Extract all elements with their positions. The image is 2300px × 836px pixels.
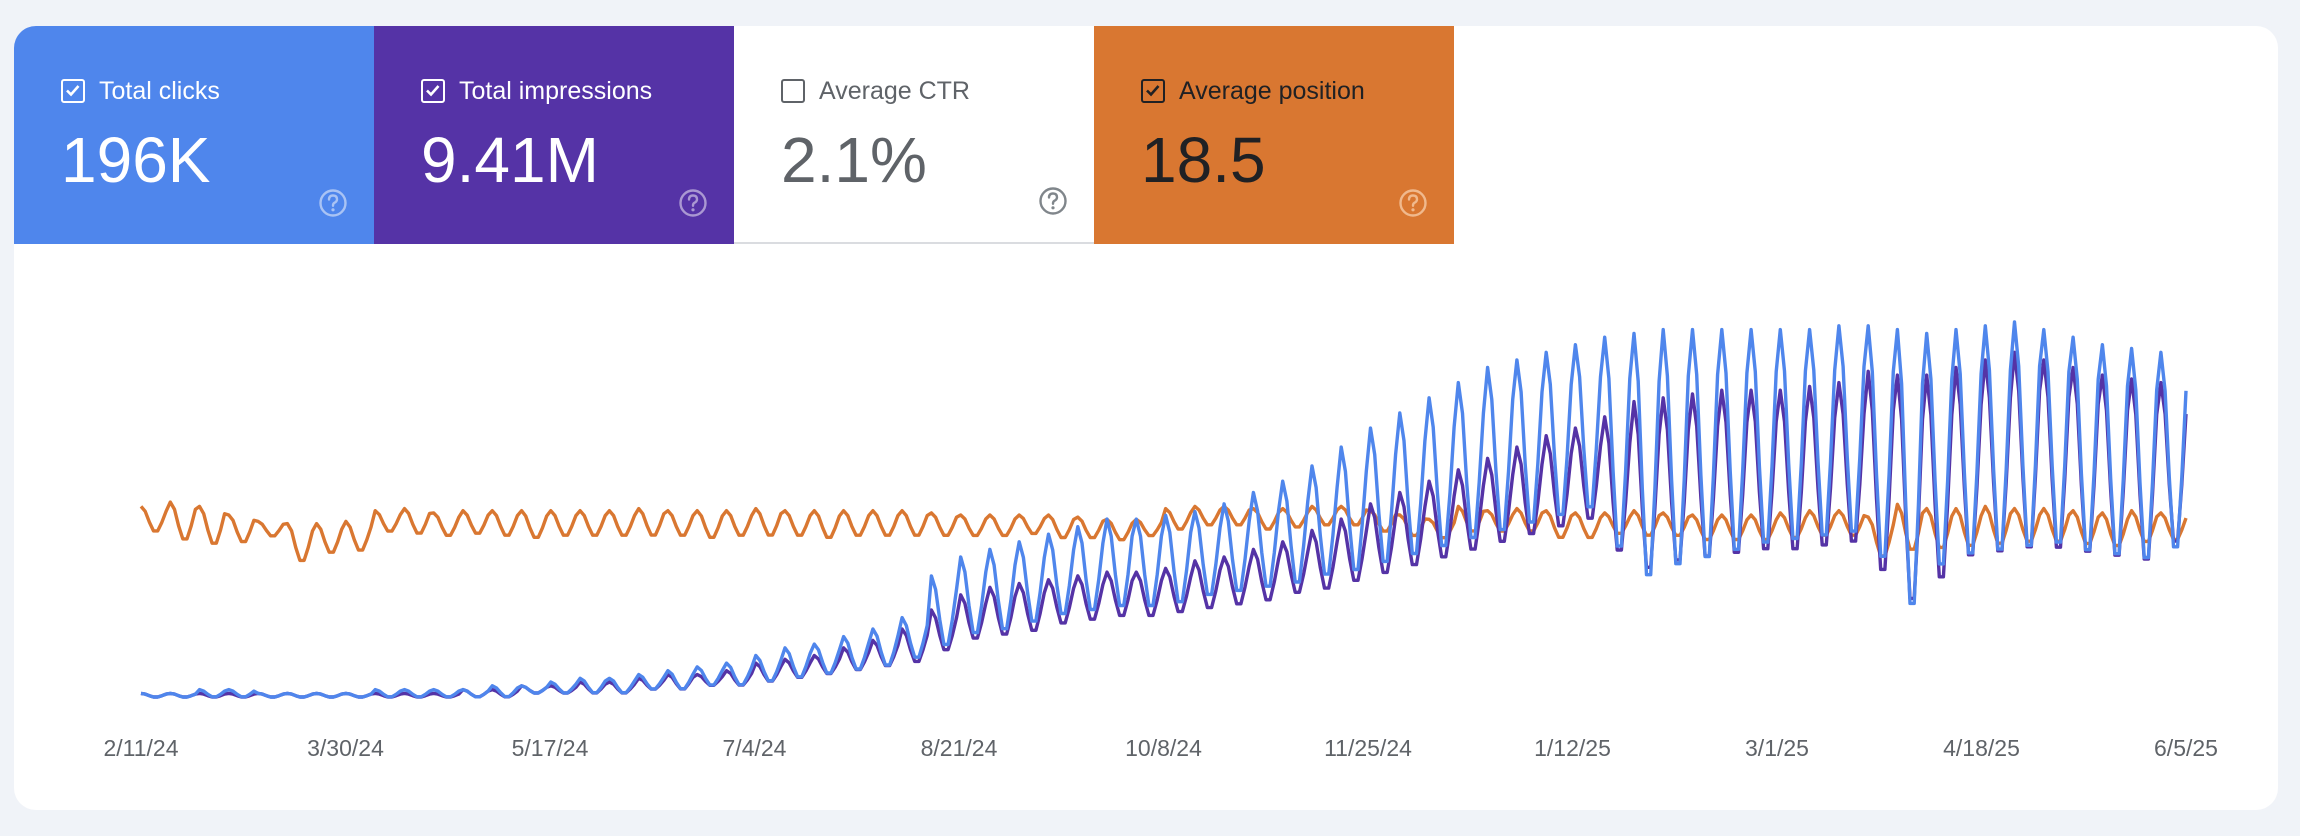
checkbox-icon[interactable] bbox=[421, 79, 445, 103]
metric-label: Average CTR bbox=[819, 77, 970, 105]
x-tick-label: 2/11/24 bbox=[103, 735, 178, 761]
metric-tile-total-impressions[interactable]: Total impressions 9.41M bbox=[374, 26, 734, 244]
x-tick-label: 10/8/24 bbox=[1125, 735, 1202, 761]
performance-card: Total clicks 196K Total impressions 9.41… bbox=[14, 26, 2278, 810]
help-circle-icon[interactable] bbox=[1038, 186, 1068, 216]
metric-label: Total clicks bbox=[99, 77, 220, 105]
series-line-average-position bbox=[139, 500, 2188, 563]
x-tick-label: 11/25/24 bbox=[1324, 735, 1412, 761]
metric-value: 9.41M bbox=[421, 124, 599, 196]
series-line-total-clicks bbox=[140, 320, 2188, 699]
metric-label: Average position bbox=[1179, 77, 1365, 105]
x-tick-label: 7/4/24 bbox=[723, 735, 787, 761]
checkbox-icon[interactable] bbox=[781, 79, 805, 103]
metric-tile-total-clicks[interactable]: Total clicks 196K bbox=[14, 26, 374, 244]
x-tick-label: 8/21/24 bbox=[921, 735, 998, 761]
x-tick-label: 5/17/24 bbox=[512, 735, 589, 761]
x-tick-label: 6/5/25 bbox=[2154, 735, 2218, 761]
metric-value: 196K bbox=[61, 124, 211, 196]
metric-value: 18.5 bbox=[1141, 124, 1266, 196]
metric-label: Total impressions bbox=[459, 77, 653, 105]
metric-value: 2.1% bbox=[781, 124, 927, 196]
checkbox-icon[interactable] bbox=[1141, 79, 1165, 103]
x-tick-label: 3/30/24 bbox=[307, 735, 384, 761]
help-circle-icon[interactable] bbox=[1398, 188, 1428, 218]
performance-line-chart: 2/11/24 3/30/24 5/17/24 7/4/24 8/21/24 10/8/2… bbox=[103, 320, 2218, 761]
x-tick-label: 1/12/25 bbox=[1534, 735, 1611, 761]
checkbox-icon[interactable] bbox=[61, 79, 85, 103]
metric-tile-average-position[interactable]: Average position 18.5 bbox=[1094, 26, 1454, 244]
metric-tile-average-ctr[interactable]: Average CTR 2.1% bbox=[734, 26, 1094, 244]
x-tick-label: 3/1/25 bbox=[1745, 735, 1809, 761]
help-circle-icon[interactable] bbox=[678, 188, 708, 218]
x-tick-label: 4/18/25 bbox=[1943, 735, 2020, 761]
help-circle-icon[interactable] bbox=[318, 188, 348, 218]
metric-tiles: Total clicks 196K Total impressions 9.41… bbox=[14, 26, 1454, 244]
